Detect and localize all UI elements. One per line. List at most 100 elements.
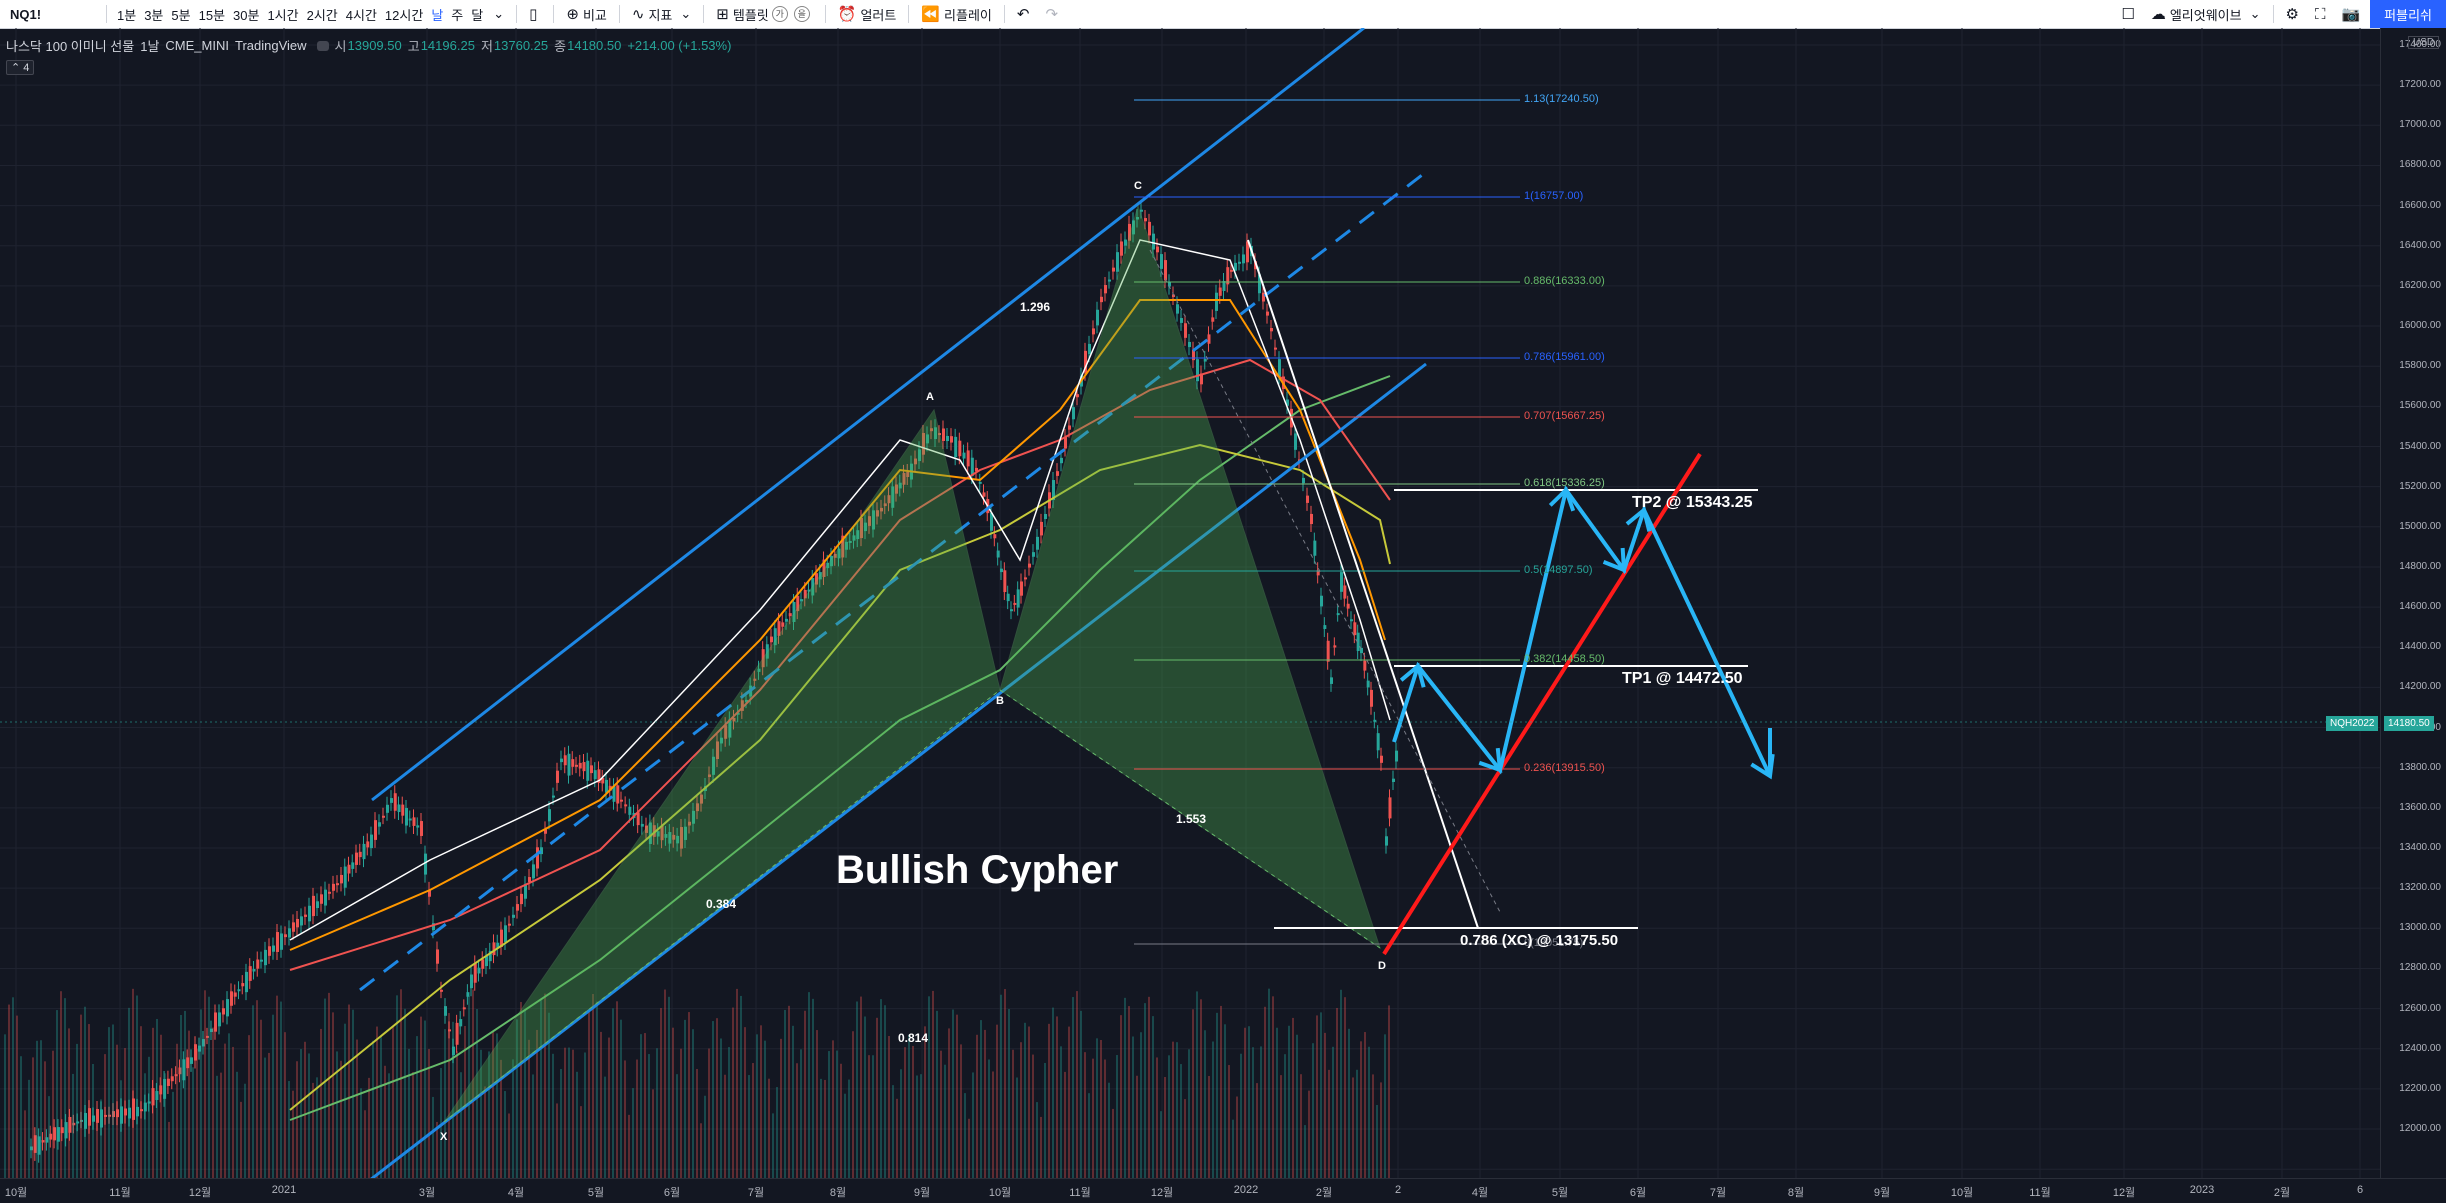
candle-body xyxy=(420,821,423,836)
volume-bar xyxy=(1332,1046,1334,1178)
candle-body xyxy=(773,628,777,646)
alert-button[interactable]: ⏰ 얼러트 xyxy=(832,0,903,28)
candle-body xyxy=(1222,280,1226,292)
snapshot-button[interactable]: 📷 xyxy=(2335,0,2370,28)
interval-0[interactable]: 1분 xyxy=(117,7,137,23)
volume-bar xyxy=(64,998,66,1178)
price-axis-label: 15200.00 xyxy=(2399,480,2441,492)
high-value: 14196.25 xyxy=(420,38,475,53)
volume-bar xyxy=(68,1028,70,1178)
candle-body xyxy=(496,942,500,949)
time-axis-label: 4월 xyxy=(1471,1187,1489,1199)
volume-bar xyxy=(300,1049,302,1178)
volume-bar xyxy=(604,1076,606,1178)
volume-bar xyxy=(492,1031,494,1178)
volume-bar xyxy=(240,1101,242,1178)
volume-bar xyxy=(92,1063,94,1178)
candle-body xyxy=(736,712,740,715)
volume-bar xyxy=(764,1040,766,1178)
candle-body xyxy=(1340,572,1343,592)
volume-bar xyxy=(752,1063,754,1178)
volume-bar xyxy=(72,1073,74,1178)
interval-9[interactable]: 날 xyxy=(431,7,444,23)
candle-body xyxy=(147,1101,151,1104)
undo-button[interactable]: ↶ xyxy=(1011,0,1040,28)
compare-label: 비교 xyxy=(582,7,607,23)
volume-bar xyxy=(1224,1024,1226,1178)
candle-body xyxy=(1200,373,1203,385)
chart-type-button[interactable]: ▯ xyxy=(523,0,547,28)
candle-body xyxy=(800,599,803,602)
symbol-search[interactable]: NQ1! xyxy=(10,6,42,22)
templates-button[interactable]: ⊞ 템플릿 가 을 xyxy=(710,0,818,28)
interval-1[interactable]: 3분 xyxy=(144,7,164,23)
chevron-down-icon[interactable]: ⌄ xyxy=(493,6,505,21)
volume-bar xyxy=(156,1018,158,1178)
template-shortcut-1[interactable]: 가 xyxy=(771,6,788,22)
fullscreen-square-button[interactable]: ☐ xyxy=(2115,0,2144,28)
volume-bar xyxy=(660,1008,662,1178)
layout-button[interactable]: ☁ 엘리엇웨이브 ⌄ xyxy=(2145,0,2267,28)
settings-button[interactable]: ⚙ xyxy=(2280,0,2309,28)
ratio-xd-label: 0.814 xyxy=(898,1031,929,1045)
volume-bar xyxy=(1232,1119,1234,1178)
candle-body xyxy=(108,1114,111,1117)
volume-bar xyxy=(268,1052,270,1178)
indicators-button[interactable]: ∿ 지표 ⌄ xyxy=(626,0,697,28)
fullscreen-button[interactable]: ⛶ xyxy=(2309,0,2336,28)
time-axis-label: 2월 xyxy=(1315,1187,1333,1199)
volume-bar xyxy=(208,996,210,1178)
interval-11[interactable]: 달 xyxy=(471,7,484,23)
volume-bar xyxy=(1112,1108,1114,1178)
eye-icon[interactable] xyxy=(316,40,329,51)
interval-5[interactable]: 1시간 xyxy=(267,7,299,23)
candle-body xyxy=(1286,399,1289,406)
price-axis[interactable]: 17400.00 17200.00 17000.00 16800.00 16600.00… xyxy=(2380,28,2446,1188)
candle-body xyxy=(1088,343,1091,355)
volume-bar xyxy=(1152,1016,1154,1178)
indicator-toggle[interactable]: ⌃ 4 xyxy=(6,60,35,75)
replay-button[interactable]: ⏪ 리플레이 xyxy=(915,0,998,28)
publish-button[interactable]: 퍼블리쉬 xyxy=(2370,0,2446,28)
candle-body xyxy=(1346,603,1350,609)
interval-8[interactable]: 12시간 xyxy=(384,7,424,23)
interval-10[interactable]: 주 xyxy=(451,7,464,23)
chart-canvas[interactable] xyxy=(0,28,2380,1178)
candle-body xyxy=(1395,750,1398,762)
interval-2[interactable]: 5분 xyxy=(171,7,191,23)
candle-body xyxy=(1370,689,1373,707)
volume-bar xyxy=(124,1048,126,1178)
volume-bar xyxy=(440,1068,442,1178)
candle-body xyxy=(856,530,860,540)
volume-bar xyxy=(1124,997,1126,1178)
fib-level-label: 0.382(14458.50) xyxy=(1524,653,1605,665)
candle-body xyxy=(1040,521,1043,536)
interval-6[interactable]: 2시간 xyxy=(306,7,338,23)
interval-7[interactable]: 4시간 xyxy=(345,7,377,23)
currency-badge[interactable]: USD xyxy=(2408,36,2440,49)
candle-body xyxy=(343,866,347,888)
volume-bar xyxy=(792,1025,794,1178)
candle-body xyxy=(837,548,841,559)
compare-button[interactable]: ⊕ 비교 xyxy=(560,0,613,28)
volume-bar xyxy=(532,1074,534,1178)
interval-3[interactable]: 15분 xyxy=(198,7,226,23)
time-axis[interactable]: 10월 11월 12월 2021 3월 4월 5월 6월 7월 8월 9월 10월 11월 12월 2022… xyxy=(0,1178,2446,1203)
candle-body xyxy=(237,989,241,992)
point-a-label: A xyxy=(926,391,934,403)
candle-body xyxy=(436,949,439,964)
redo-button[interactable]: ↷ xyxy=(1039,0,1068,28)
candle-body xyxy=(996,550,1000,558)
candle-body xyxy=(140,1109,143,1112)
interval-4[interactable]: 30분 xyxy=(233,7,260,23)
price-axis-label: 13600.00 xyxy=(2399,801,2441,813)
grid-icon: ⊞ xyxy=(716,5,729,23)
volume-bar xyxy=(500,1059,502,1178)
candle-body xyxy=(1246,241,1249,263)
time-axis-label: 5월 xyxy=(587,1187,605,1199)
price-axis-label: 14600.00 xyxy=(2399,601,2441,613)
template-shortcut-2[interactable]: 을 xyxy=(793,6,810,22)
volume-bar xyxy=(768,1078,770,1178)
candle-body xyxy=(245,971,248,993)
volume-bar xyxy=(1156,1057,1158,1178)
